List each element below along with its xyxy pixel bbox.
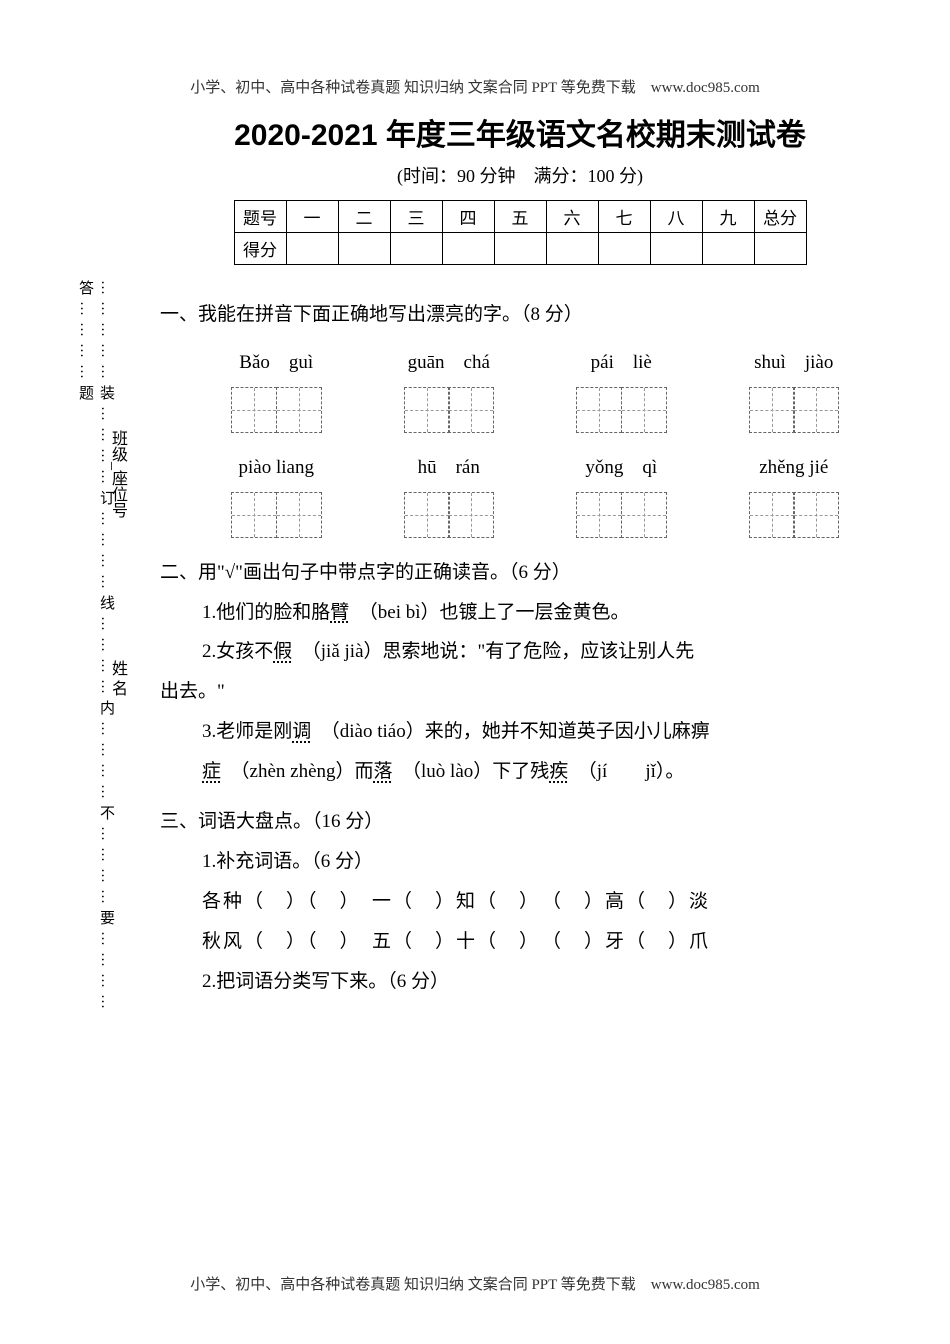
sub-heading: 1.补充词语。（6 分）	[160, 842, 880, 882]
text-part: （jiǎ jià）思索地说："有了危险，应该让别人先	[292, 641, 694, 662]
char-box-group	[231, 387, 322, 433]
score-cell	[286, 233, 338, 265]
char-box	[276, 492, 322, 538]
section-1: 一、我能在拼音下面正确地写出漂亮的字。（8 分） Bǎo guì guān ch…	[160, 295, 880, 538]
char-box-group	[404, 492, 495, 538]
char-box	[793, 387, 839, 433]
char-box-row	[190, 492, 880, 538]
col-header: 八	[650, 201, 702, 233]
score-cell	[754, 233, 806, 265]
dotted-char: 调	[292, 721, 311, 742]
char-box-row	[190, 387, 880, 433]
question-line: 1.他们的脸和胳臂 （bei bì）也镀上了一层金黄色。	[160, 593, 880, 633]
col-header: 九	[702, 201, 754, 233]
section-3: 三、词语大盘点。（16 分） 1.补充词语。（6 分） 各种（ ）（ ） 一（ …	[160, 802, 880, 1001]
char-box-group	[404, 387, 495, 433]
char-box	[576, 387, 622, 433]
text-part: （luò lào）下了残	[393, 761, 550, 782]
score-cell	[598, 233, 650, 265]
score-cell	[442, 233, 494, 265]
text-part: 1.他们的脸和胳	[202, 602, 330, 623]
char-box	[621, 387, 667, 433]
question-line: 出去。"	[160, 672, 880, 712]
sub-heading: 2.把词语分类写下来。（6 分）	[160, 962, 880, 1002]
char-box-group	[576, 387, 667, 433]
question-line: 2.女孩不假 （jiǎ jià）思索地说："有了危险，应该让别人先	[160, 632, 880, 672]
pinyin-item: piào liang	[206, 448, 346, 488]
section-heading: 一、我能在拼音下面正确地写出漂亮的字。（8 分）	[160, 295, 880, 335]
char-box-group	[749, 387, 840, 433]
pinyin-item: shuì jiào	[724, 343, 864, 383]
table-row: 题号 一 二 三 四 五 六 七 八 九 总分	[234, 201, 806, 233]
text-part: （jí jǐ）。	[568, 761, 684, 782]
pinyin-item: guān chá	[379, 343, 519, 383]
question-line: 症 （zhèn zhèng）而落 （luò lào）下了残疾 （jí jǐ）。	[160, 752, 880, 792]
table-row: 得分	[234, 233, 806, 265]
col-header: 七	[598, 201, 650, 233]
class-seat-label: 班级_座位号	[105, 430, 129, 518]
col-header: 二	[338, 201, 390, 233]
pinyin-row: Bǎo guì guān chá pái liè shuì jiào	[190, 343, 880, 383]
char-box	[793, 492, 839, 538]
pinyin-item: yǒng qì	[551, 448, 691, 488]
name-label: 姓 名	[105, 660, 129, 696]
pinyin-item: zhěng jié	[724, 448, 864, 488]
dotted-char: 症	[202, 761, 221, 782]
char-box-group	[749, 492, 840, 538]
pinyin-item: hū rán	[379, 448, 519, 488]
dotted-char: 疾	[549, 761, 568, 782]
exam-subtitle: (时间：90 分钟 满分：100 分)	[160, 162, 880, 188]
page-footer: 小学、初中、高中各种试卷真题 知识归纳 文案合同 PPT 等免费下载 www.d…	[0, 1273, 950, 1294]
char-box	[749, 492, 795, 538]
char-box	[231, 492, 277, 538]
col-header: 五	[494, 201, 546, 233]
section-heading: 三、词语大盘点。（16 分）	[160, 802, 880, 842]
text-part: （bei bì）也镀上了一层金黄色。	[349, 602, 629, 623]
text-part: 2.女孩不	[202, 641, 273, 662]
col-header: 总分	[754, 201, 806, 233]
text-part: 3.老师是刚	[202, 721, 292, 742]
col-header: 六	[546, 201, 598, 233]
char-box-group	[231, 492, 322, 538]
score-cell	[650, 233, 702, 265]
section-heading: 二、用"√"画出句子中带点字的正确读音。（6 分）	[160, 553, 880, 593]
dotted-char: 臂	[330, 602, 349, 623]
char-box	[576, 492, 622, 538]
col-header: 四	[442, 201, 494, 233]
exam-title: 2020-2021 年度三年级语文名校期末测试卷	[160, 110, 880, 154]
pinyin-item: pái liè	[551, 343, 691, 383]
main-content: 2020-2021 年度三年级语文名校期末测试卷 (时间：90 分钟 满分：10…	[160, 110, 880, 1001]
page-header: 小学、初中、高中各种试卷真题 知识归纳 文案合同 PPT 等免费下载 www.d…	[0, 76, 950, 97]
score-cell	[546, 233, 598, 265]
char-box	[448, 387, 494, 433]
binding-sidebar: ……………装…………订…………线…………内…………不…………要…………答……………	[50, 280, 140, 1080]
score-cell	[702, 233, 754, 265]
pinyin-row: piào liang hū rán yǒng qì zhěng jié	[190, 448, 880, 488]
col-header: 三	[390, 201, 442, 233]
score-table: 题号 一 二 三 四 五 六 七 八 九 总分 得分	[234, 200, 807, 265]
col-header: 一	[286, 201, 338, 233]
char-box-group	[576, 492, 667, 538]
dotted-char: 假	[273, 641, 292, 662]
pinyin-item: Bǎo guì	[206, 343, 346, 383]
char-box	[448, 492, 494, 538]
char-box	[404, 492, 450, 538]
text-part: （diào tiáo）来的，她并不知道英子因小儿麻痹	[311, 721, 709, 742]
score-cell	[390, 233, 442, 265]
fill-blank-line: 各种（ ）（ ） 一（ ）知（ ） （ ）高（ ）淡	[160, 882, 880, 922]
question-line: 3.老师是刚调 （diào tiáo）来的，她并不知道英子因小儿麻痹	[160, 712, 880, 752]
fill-blank-line: 秋风（ ）（ ） 五（ ）十（ ） （ ）牙（ ）爪	[160, 922, 880, 962]
char-box	[404, 387, 450, 433]
char-box	[749, 387, 795, 433]
char-box	[621, 492, 667, 538]
char-box	[231, 387, 277, 433]
row-label: 得分	[234, 233, 286, 265]
score-cell	[494, 233, 546, 265]
section-2: 二、用"√"画出句子中带点字的正确读音。（6 分） 1.他们的脸和胳臂 （bei…	[160, 553, 880, 792]
dotted-char: 落	[374, 761, 393, 782]
row-label: 题号	[234, 201, 286, 233]
char-box	[276, 387, 322, 433]
score-cell	[338, 233, 390, 265]
text-part: （zhèn zhèng）而	[221, 761, 373, 782]
